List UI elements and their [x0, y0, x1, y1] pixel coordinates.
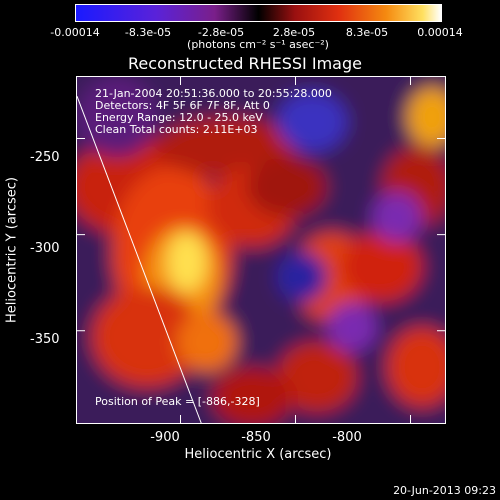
emission-region [77, 77, 157, 157]
emission-region [407, 87, 445, 147]
x-tick-label: -800 [332, 430, 362, 445]
y-axis-label: Heliocentric Y (arcsec) [4, 177, 20, 323]
emission-region [277, 92, 347, 152]
detectors-label: Detectors: 4F 5F 6F 7F 8F, Att 0 [95, 99, 270, 112]
chart-title: Reconstructed RHESSI Image [128, 54, 362, 73]
solar-limb-line [77, 96, 202, 423]
colorbar-tick-label: -2.8e-05 [197, 26, 245, 39]
timestamp-label: 20-Jun-2013 09:23 [393, 484, 496, 497]
colorbar-tick-label: -0.00014 [50, 26, 100, 39]
y-tick-label: -300 [30, 241, 60, 256]
plot-area: 21-Jan-2004 20:51:36.000 to 20:55:28.000… [76, 76, 446, 424]
emission-region [327, 302, 377, 352]
y-tick-label: -350 [30, 332, 60, 347]
colorbar [75, 4, 442, 22]
emission-region [372, 192, 422, 242]
emission-region [277, 342, 357, 412]
emission-region [342, 232, 422, 302]
clean-counts-label: Clean Total counts: 2.11E+03 [95, 123, 258, 136]
colorbar-units: (photons cm⁻² s⁻¹ asec⁻²) [187, 38, 329, 51]
time-range-label: 21-Jan-2004 20:51:36.000 to 20:55:28.000 [95, 87, 332, 100]
emission-region [247, 157, 327, 217]
colorbar-tick-label: -8.3e-05 [124, 26, 172, 39]
colorbar-tick-label: 0.00014 [417, 26, 463, 39]
x-tick-label: -850 [241, 430, 271, 445]
emission-region [167, 232, 207, 292]
emission-region [277, 252, 327, 302]
x-axis-label: Heliocentric X (arcsec) [184, 447, 332, 462]
emission-region [92, 287, 202, 387]
heatmap-image [77, 77, 445, 423]
energy-range-label: Energy Range: 12.0 - 25.0 keV [95, 111, 263, 124]
emission-region [387, 327, 445, 407]
y-tick-label: -250 [30, 150, 60, 165]
colorbar-tick-label: 2.8e-05 [272, 26, 316, 39]
colorbar-tick-label: 8.3e-05 [345, 26, 389, 39]
peak-position-label: Position of Peak = [-886,-328] [95, 395, 260, 408]
emission-region [177, 312, 237, 372]
x-tick-label: -900 [150, 430, 180, 445]
emission-region [212, 367, 292, 423]
emission-region [157, 117, 297, 177]
